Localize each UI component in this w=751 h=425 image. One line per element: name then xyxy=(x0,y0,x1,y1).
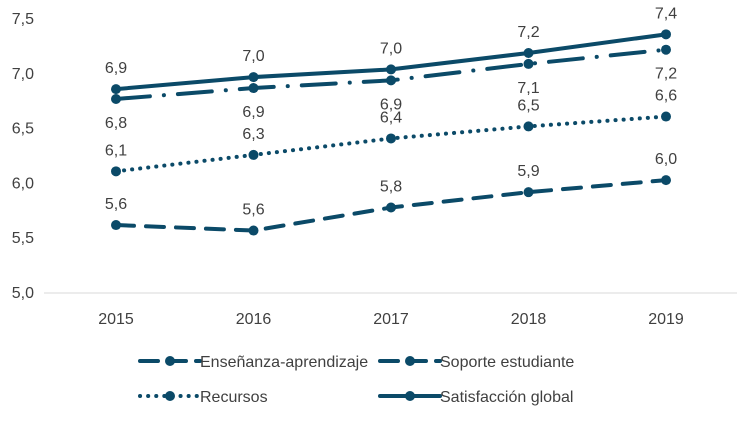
data-label: 7,2 xyxy=(655,66,677,83)
x-tick-label: 2019 xyxy=(648,311,684,328)
y-axis-ticks: 5,0 5,5 6,0 6,5 7,0 7,5 xyxy=(12,11,34,302)
data-label: 6,8 xyxy=(105,115,127,132)
x-tick-label: 2017 xyxy=(373,311,409,328)
data-point xyxy=(523,47,534,58)
data-label: 7,2 xyxy=(517,24,539,41)
data-label: 5,6 xyxy=(105,196,127,213)
data-point xyxy=(111,220,121,231)
data-point xyxy=(523,187,534,198)
data-label: 6,9 xyxy=(380,96,402,113)
data-label: 7,1 xyxy=(517,80,539,97)
legend-marker xyxy=(405,391,415,401)
data-point xyxy=(248,225,259,236)
data-point xyxy=(661,111,671,122)
data-point xyxy=(386,133,396,144)
legend-label: Soporte estudiante xyxy=(440,354,574,371)
y-tick-label: 7,5 xyxy=(12,11,34,28)
y-tick-label: 5,0 xyxy=(12,285,34,302)
data-point xyxy=(248,149,259,160)
data-label: 6,4 xyxy=(380,109,402,126)
data-point xyxy=(111,94,121,105)
data-point xyxy=(111,84,121,95)
data-point xyxy=(661,175,671,186)
x-axis-ticks: 2015 2016 2017 2018 2019 xyxy=(98,311,684,328)
x-tick-label: 2018 xyxy=(511,311,547,328)
legend-marker xyxy=(405,356,415,366)
data-label: 5,9 xyxy=(517,163,539,180)
data-point xyxy=(661,29,671,40)
data-label: 7,0 xyxy=(380,40,402,57)
y-tick-label: 6,5 xyxy=(12,121,34,138)
series-layer xyxy=(111,29,671,236)
data-point xyxy=(523,121,534,132)
data-point xyxy=(386,75,396,86)
data-point xyxy=(523,58,534,69)
y-tick-label: 5,5 xyxy=(12,230,34,247)
data-label: 5,8 xyxy=(380,179,402,196)
data-label: 7,0 xyxy=(242,48,264,65)
data-point xyxy=(248,72,259,83)
data-label: 6,0 xyxy=(655,151,677,168)
y-tick-label: 7,0 xyxy=(12,66,34,83)
x-tick-label: 2015 xyxy=(98,311,134,328)
data-label: 6,6 xyxy=(655,88,677,105)
legend-label: Enseñanza-aprendizaje xyxy=(200,354,368,371)
legend-marker xyxy=(165,356,175,366)
data-point xyxy=(111,166,121,177)
legend-marker xyxy=(165,391,175,401)
data-label: 7,4 xyxy=(655,5,677,22)
data-point xyxy=(661,44,671,55)
legend-label: Satisfacción global xyxy=(440,389,573,406)
data-label: 6,9 xyxy=(242,104,264,121)
legend: Enseñanza-aprendizaje Soporte estudiante R… xyxy=(138,354,574,406)
data-point xyxy=(386,64,396,75)
data-label: 6,9 xyxy=(105,60,127,77)
y-tick-label: 6,0 xyxy=(12,175,34,192)
data-label: 6,1 xyxy=(105,142,127,159)
data-point xyxy=(386,202,396,213)
data-label: 6,5 xyxy=(517,97,539,114)
legend-label: Recursos xyxy=(200,389,268,406)
data-label: 5,6 xyxy=(242,202,264,219)
data-label: 6,3 xyxy=(242,126,264,143)
data-point xyxy=(248,83,259,94)
x-tick-label: 2016 xyxy=(236,311,272,328)
data-labels: 5,6 5,65,85,96,06,86,9 6,97,17,26,16,36,46… xyxy=(105,5,677,218)
